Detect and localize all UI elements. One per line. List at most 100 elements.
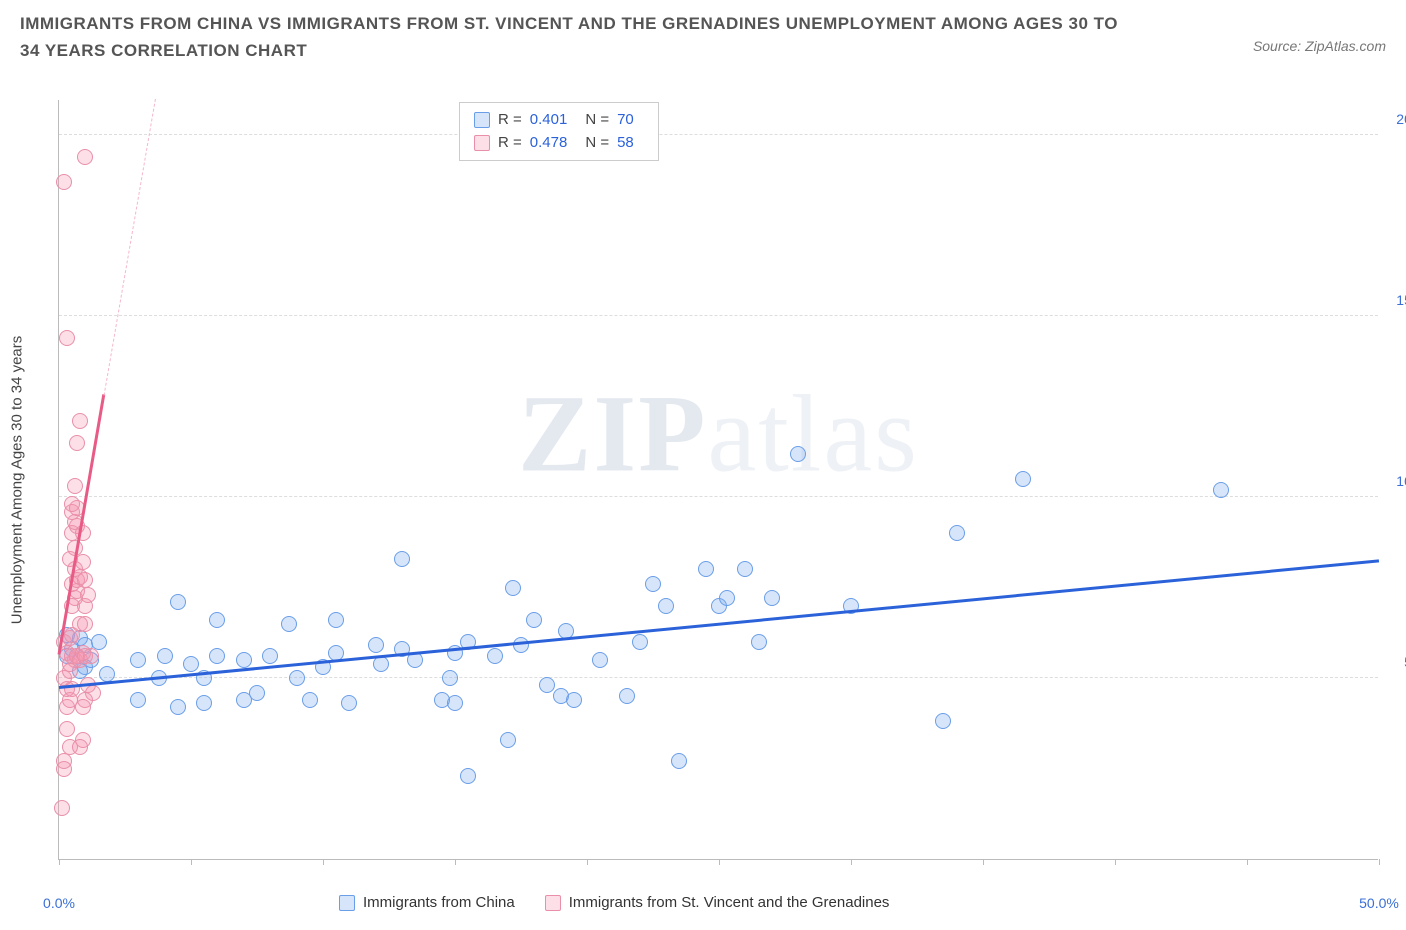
trend-line (59, 559, 1379, 689)
data-point (77, 572, 93, 588)
data-point (698, 561, 714, 577)
data-point (59, 721, 75, 737)
y-tick-label: 15.0% (1386, 292, 1406, 308)
x-tick (1115, 859, 1116, 865)
x-tick (983, 859, 984, 865)
data-point (59, 330, 75, 346)
data-point (935, 713, 951, 729)
legend-label: Immigrants from St. Vincent and the Gren… (569, 894, 890, 911)
stat-n-value: 58 (617, 132, 634, 155)
data-point (56, 753, 72, 769)
data-point (566, 692, 582, 708)
data-point (289, 670, 305, 686)
data-point (751, 634, 767, 650)
data-point (719, 590, 735, 606)
legend-label: Immigrants from China (363, 894, 515, 911)
data-point (130, 692, 146, 708)
data-point (209, 648, 225, 664)
data-point (328, 612, 344, 628)
data-point (183, 656, 199, 672)
data-point (67, 478, 83, 494)
data-point (764, 590, 780, 606)
x-tick (1379, 859, 1380, 865)
data-point (170, 699, 186, 715)
data-point (592, 652, 608, 668)
data-point (671, 753, 687, 769)
x-tick (719, 859, 720, 865)
stat-n-label: N = (585, 109, 609, 132)
scatter-chart: ZIPatlas Unemployment Among Ages 30 to 3… (58, 100, 1378, 860)
data-point (619, 688, 635, 704)
legend-swatch (474, 135, 490, 151)
stat-r-label: R = (498, 109, 522, 132)
data-point (394, 551, 410, 567)
chart-title: IMMIGRANTS FROM CHINA VS IMMIGRANTS FROM… (20, 10, 1120, 64)
gridline (59, 496, 1378, 497)
data-point (83, 648, 99, 664)
x-tick (851, 859, 852, 865)
x-tick (323, 859, 324, 865)
data-point (80, 587, 96, 603)
source-attribution: Source: ZipAtlas.com (1253, 38, 1386, 54)
x-tick (191, 859, 192, 865)
y-tick-label: 5.0% (1386, 654, 1406, 670)
trend-line (103, 98, 155, 395)
data-point (1015, 471, 1031, 487)
data-point (302, 692, 318, 708)
data-point (262, 648, 278, 664)
data-point (72, 413, 88, 429)
data-point (737, 561, 753, 577)
data-point (487, 648, 503, 664)
data-point (447, 695, 463, 711)
stats-row: R = 0.401 N = 70 (474, 109, 644, 132)
gridline (59, 315, 1378, 316)
x-tick (455, 859, 456, 865)
data-point (526, 612, 542, 628)
stat-n-value: 70 (617, 109, 634, 132)
data-point (69, 435, 85, 451)
stat-r-value: 0.478 (530, 132, 568, 155)
data-point (64, 496, 80, 512)
legend: Immigrants from China Immigrants from St.… (339, 894, 889, 911)
legend-swatch (474, 112, 490, 128)
data-point (513, 637, 529, 653)
data-point (658, 598, 674, 614)
x-tick (587, 859, 588, 865)
data-point (75, 699, 91, 715)
data-point (157, 648, 173, 664)
x-tick (59, 859, 60, 865)
gridline (59, 134, 1378, 135)
data-point (790, 446, 806, 462)
x-tick-label: 50.0% (1359, 895, 1399, 911)
data-point (130, 652, 146, 668)
legend-item: Immigrants from China (339, 894, 515, 911)
stat-r-label: R = (498, 132, 522, 155)
data-point (505, 580, 521, 596)
gridline (59, 677, 1378, 678)
data-point (196, 695, 212, 711)
data-point (341, 695, 357, 711)
data-point (632, 634, 648, 650)
data-point (72, 739, 88, 755)
correlation-stats-box: R = 0.401 N = 70 R = 0.478 N = 58 (459, 102, 659, 161)
y-axis-label: Unemployment Among Ages 30 to 34 years (9, 335, 26, 624)
legend-item: Immigrants from St. Vincent and the Gren… (545, 894, 890, 911)
stats-row: R = 0.478 N = 58 (474, 132, 644, 155)
y-tick-label: 20.0% (1386, 111, 1406, 127)
data-point (368, 637, 384, 653)
data-point (209, 612, 225, 628)
data-point (1213, 482, 1229, 498)
y-tick-label: 10.0% (1386, 473, 1406, 489)
data-point (91, 634, 107, 650)
stat-n-label: N = (585, 132, 609, 155)
watermark: ZIPatlas (518, 370, 919, 497)
data-point (54, 800, 70, 816)
data-point (500, 732, 516, 748)
stat-r-value: 0.401 (530, 109, 568, 132)
data-point (236, 652, 252, 668)
data-point (77, 616, 93, 632)
legend-swatch (339, 895, 355, 911)
data-point (281, 616, 297, 632)
x-tick (1247, 859, 1248, 865)
data-point (460, 768, 476, 784)
